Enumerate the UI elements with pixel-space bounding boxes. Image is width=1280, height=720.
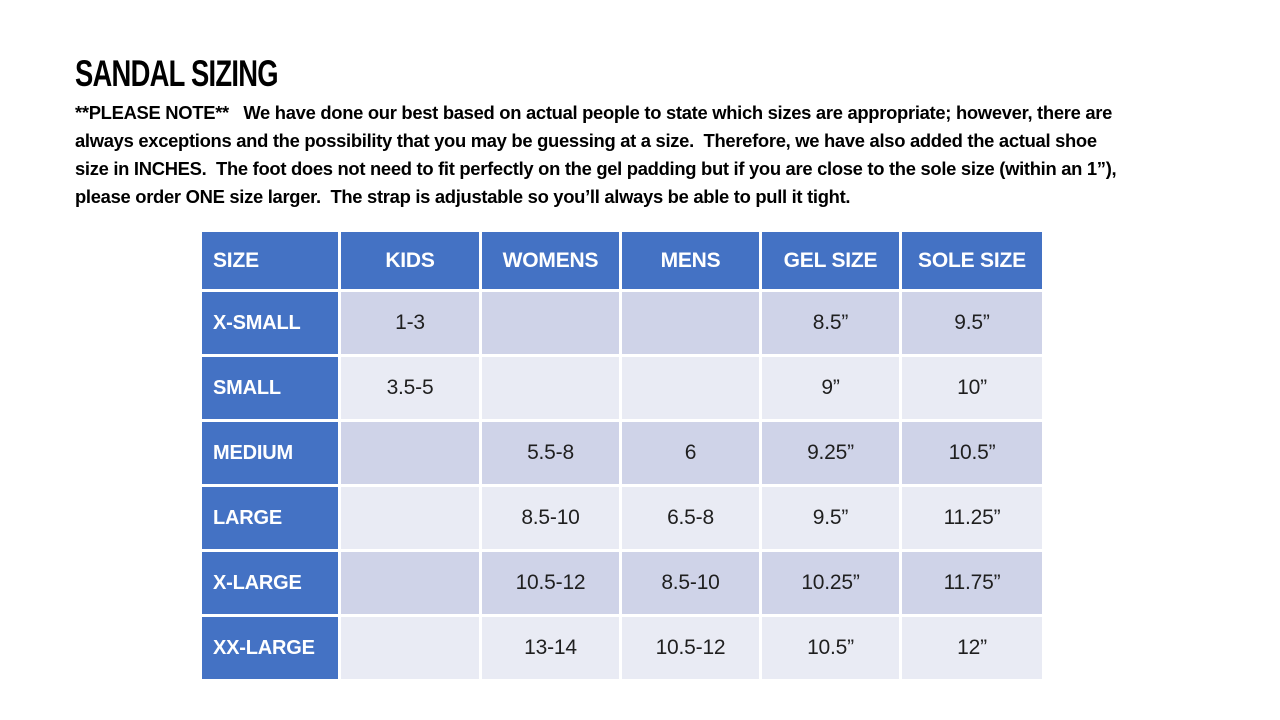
data-cell-kids: [341, 422, 479, 484]
table-row-xx-large: XX-LARGE 13-14 10.5-12 10.5” 12”: [202, 617, 1042, 679]
table-row-medium: MEDIUM 5.5-8 6 9.25” 10.5”: [202, 422, 1042, 484]
data-cell-kids: [341, 617, 479, 679]
data-cell-sole-size: 10.5”: [902, 422, 1042, 484]
header-cell-size: SIZE: [202, 232, 338, 289]
data-cell-kids: 1-3: [341, 292, 479, 354]
note-line-2: always exceptions and the possibility th…: [75, 130, 1097, 151]
row-label-cell: X-SMALL: [202, 292, 338, 354]
data-cell-mens: 10.5-12: [622, 617, 759, 679]
data-cell-gel-size: 9.25”: [762, 422, 899, 484]
data-cell-womens: 5.5-8: [482, 422, 619, 484]
row-label-cell: XX-LARGE: [202, 617, 338, 679]
data-cell-womens: 10.5-12: [482, 552, 619, 614]
data-cell-sole-size: 11.25”: [902, 487, 1042, 549]
data-cell-gel-size: 9”: [762, 357, 899, 419]
note-line-4: please order ONE size larger. The strap …: [75, 186, 851, 207]
note-paragraph: **PLEASE NOTE** We have done our best ba…: [75, 99, 1117, 211]
row-label-cell: MEDIUM: [202, 422, 338, 484]
data-cell-gel-size: 9.5”: [762, 487, 899, 549]
row-label-cell: SMALL: [202, 357, 338, 419]
data-cell-mens: 6.5-8: [622, 487, 759, 549]
data-cell-sole-size: 11.75”: [902, 552, 1042, 614]
data-cell-gel-size: 8.5”: [762, 292, 899, 354]
data-cell-gel-size: 10.25”: [762, 552, 899, 614]
data-cell-womens: [482, 357, 619, 419]
data-cell-womens: 13-14: [482, 617, 619, 679]
page-title: SANDAL SIZING: [75, 53, 279, 94]
table-header-row: SIZE KIDS WOMENS MENS GEL SIZE SOLE SIZE: [202, 232, 1042, 289]
data-cell-mens: 6: [622, 422, 759, 484]
data-cell-gel-size: 10.5”: [762, 617, 899, 679]
data-cell-mens: [622, 357, 759, 419]
data-cell-sole-size: 10”: [902, 357, 1042, 419]
header-cell-sole-size: SOLE SIZE: [902, 232, 1042, 289]
data-cell-kids: [341, 487, 479, 549]
data-cell-mens: [622, 292, 759, 354]
header-cell-kids: KIDS: [341, 232, 479, 289]
sizing-table: SIZE KIDS WOMENS MENS GEL SIZE SOLE SIZE…: [199, 229, 1045, 682]
header-cell-mens: MENS: [622, 232, 759, 289]
row-label-cell: X-LARGE: [202, 552, 338, 614]
data-cell-mens: 8.5-10: [622, 552, 759, 614]
data-cell-womens: [482, 292, 619, 354]
header-cell-womens: WOMENS: [482, 232, 619, 289]
header-cell-gel-size: GEL SIZE: [762, 232, 899, 289]
data-cell-womens: 8.5-10: [482, 487, 619, 549]
note-line-1: **PLEASE NOTE** We have done our best ba…: [75, 102, 1113, 123]
table-row-x-large: X-LARGE 10.5-12 8.5-10 10.25” 11.75”: [202, 552, 1042, 614]
table-row-small: SMALL 3.5-5 9” 10”: [202, 357, 1042, 419]
row-label-cell: LARGE: [202, 487, 338, 549]
note-line-3: size in INCHES. The foot does not need t…: [75, 158, 1117, 179]
table-row-x-small: X-SMALL 1-3 8.5” 9.5”: [202, 292, 1042, 354]
data-cell-kids: [341, 552, 479, 614]
data-cell-kids: 3.5-5: [341, 357, 479, 419]
data-cell-sole-size: 12”: [902, 617, 1042, 679]
table-row-large: LARGE 8.5-10 6.5-8 9.5” 11.25”: [202, 487, 1042, 549]
data-cell-sole-size: 9.5”: [902, 292, 1042, 354]
